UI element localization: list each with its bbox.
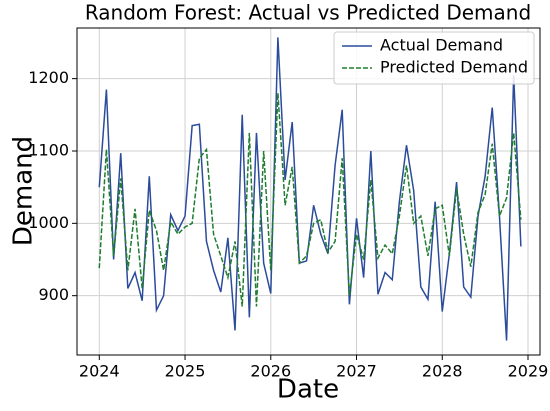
x-tick-label: 2027 (336, 362, 377, 381)
x-tick-label: 2028 (422, 362, 463, 381)
y-tick-label: 900 (38, 285, 69, 304)
x-tick-label: 2026 (250, 362, 291, 381)
x-tick-label: 2024 (79, 362, 120, 381)
x-tick-label: 2029 (508, 362, 549, 381)
y-tick-label: 1000 (28, 213, 69, 232)
y-axis-label: Demand (9, 136, 39, 246)
x-tick-label: 2025 (165, 362, 206, 381)
y-tick-label: 1100 (28, 140, 69, 159)
legend-label: Predicted Demand (380, 58, 528, 77)
plot-frame (76, 27, 541, 356)
legend-box (333, 31, 535, 85)
chart-title: Random Forest: Actual vs Predicted Deman… (85, 1, 531, 25)
series-line (98, 93, 522, 307)
legend-label: Actual Demand (380, 36, 503, 55)
y-tick-label: 1200 (28, 68, 69, 87)
x-axis-label: Date (277, 375, 339, 405)
